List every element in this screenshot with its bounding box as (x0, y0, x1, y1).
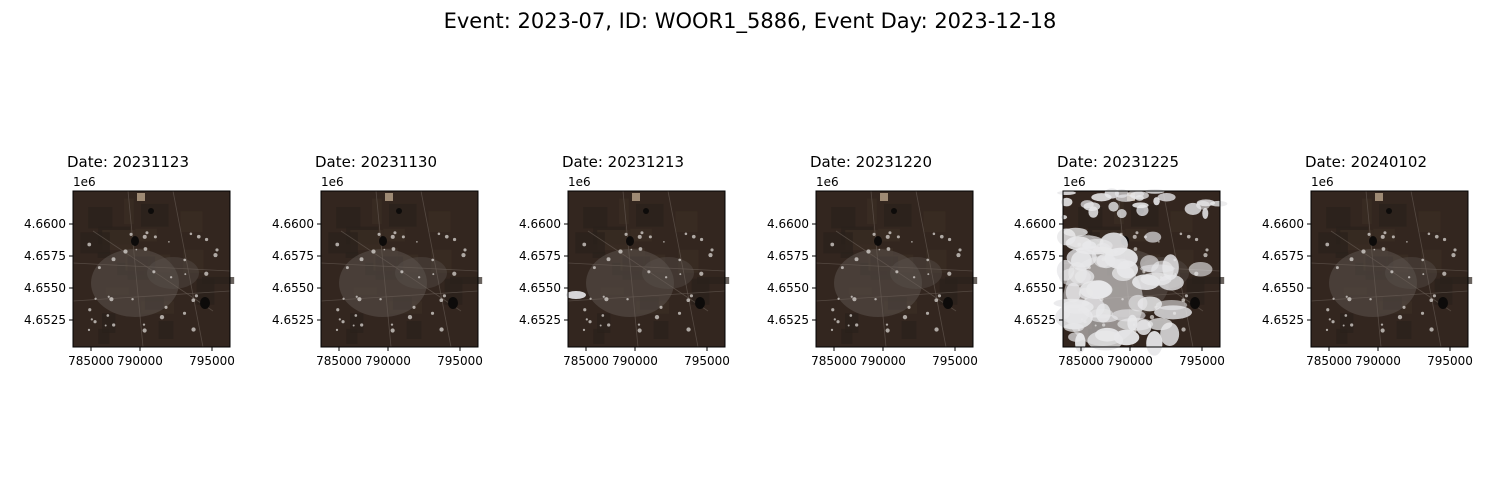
image-panel-1: Date: 20231123 1e6 4.6600 4.6575 4.6550 4.6… (8, 150, 248, 380)
axes-frame (1062, 190, 1221, 348)
image-panel-4: Date: 20231220 1e6 4.6600 4.6575 4.6550 4.6… (751, 150, 991, 380)
figure-title: Event: 2023-07, ID: WOOR1_5886, Event Da… (443, 9, 1057, 33)
axes: 4.6600 4.6575 4.6550 4.6525 785000 790000 7950… (1014, 188, 1228, 368)
x-tick-label: 785000 (1058, 354, 1104, 368)
x-tick-label: 795000 (189, 354, 235, 368)
satellite-image (815, 190, 978, 348)
axes: 4.6600 4.6575 4.6550 4.6525 785000 790000 7950… (519, 190, 730, 368)
x-tick-label: 790000 (117, 354, 163, 368)
y-tick-label: 4.6600 (24, 217, 66, 231)
y-tick-label: 4.6525 (272, 313, 314, 327)
y-tick-label: 4.6525 (767, 313, 809, 327)
y-tick-label: 4.6525 (1014, 313, 1056, 327)
x-tick-label: 790000 (612, 354, 658, 368)
image-panel-2: Date: 20231130 1e6 4.6600 4.6575 4.6550 4.6… (256, 150, 496, 380)
axes: 4.6600 4.6575 4.6550 4.6525 785000 790000 7950… (1262, 190, 1473, 368)
y-tick-label: 4.6525 (519, 313, 561, 327)
y-tick-label: 4.6600 (767, 217, 809, 231)
panel-title: Date: 20231123 (66, 153, 190, 171)
axes: 4.6600 4.6575 4.6550 4.6525 785000 790000 7950… (24, 190, 235, 368)
y-tick-label: 4.6600 (1262, 217, 1304, 231)
image-panel-6: Date: 20240102 1e6 4.6600 4.6575 4.6550 4.6… (1246, 150, 1486, 380)
image-panel-3: Date: 20231213 1e6 4.6600 4.6575 4.6550 4.6… (503, 150, 743, 380)
panel-title: Date: 20231213 (561, 153, 685, 171)
y-tick-label: 4.6550 (1014, 281, 1056, 295)
y-tick-label: 4.6525 (24, 313, 66, 327)
x-tick-label: 785000 (563, 354, 609, 368)
panel-title: Date: 20240102 (1304, 153, 1428, 171)
y-tick-label: 4.6575 (519, 249, 561, 263)
x-tick-label: 790000 (1107, 354, 1153, 368)
axes-frame (1310, 190, 1469, 348)
axes-frame (567, 190, 726, 348)
x-tick-label: 790000 (1355, 354, 1401, 368)
x-tick-label: 795000 (1179, 354, 1225, 368)
axes-frame (72, 190, 231, 348)
axes-frame (815, 190, 974, 348)
x-tick-label: 795000 (932, 354, 978, 368)
x-tick-label: 790000 (860, 354, 906, 368)
y-tick-label: 4.6575 (272, 249, 314, 263)
x-tick-label: 790000 (365, 354, 411, 368)
x-tick-label: 795000 (1427, 354, 1473, 368)
y-offset-label: 1e6 (1311, 175, 1334, 189)
y-tick-label: 4.6550 (272, 281, 314, 295)
axes: 4.6600 4.6575 4.6550 4.6525 785000 790000 7950… (272, 190, 483, 368)
y-offset-label: 1e6 (568, 175, 591, 189)
y-offset-label: 1e6 (73, 175, 96, 189)
y-tick-label: 4.6575 (24, 249, 66, 263)
y-offset-label: 1e6 (816, 175, 839, 189)
image-panel-5: Date: 20231225 1e6 4.6600 4.6575 4.6550 4.6… (998, 150, 1238, 380)
y-tick-label: 4.6550 (1262, 281, 1304, 295)
x-tick-label: 795000 (437, 354, 483, 368)
panel-title: Date: 20231130 (314, 153, 438, 171)
y-offset-label: 1e6 (1063, 175, 1086, 189)
y-tick-label: 4.6575 (767, 249, 809, 263)
x-tick-label: 795000 (684, 354, 730, 368)
y-tick-label: 4.6575 (1014, 249, 1056, 263)
y-tick-label: 4.6550 (767, 281, 809, 295)
y-offset-label: 1e6 (321, 175, 344, 189)
x-tick-label: 785000 (1306, 354, 1352, 368)
y-tick-label: 4.6600 (272, 217, 314, 231)
x-tick-label: 785000 (68, 354, 114, 368)
y-tick-label: 4.6600 (519, 217, 561, 231)
axes-frame (320, 190, 479, 348)
x-tick-label: 785000 (811, 354, 857, 368)
y-tick-label: 4.6550 (519, 281, 561, 295)
axes: 4.6600 4.6575 4.6550 4.6525 785000 790000 7950… (767, 190, 978, 368)
satellite-image (320, 190, 483, 348)
panel-title: Date: 20231220 (809, 153, 933, 171)
y-tick-label: 4.6575 (1262, 249, 1304, 263)
satellite-image (566, 190, 730, 348)
panel-title: Date: 20231225 (1056, 153, 1180, 171)
y-tick-label: 4.6600 (1014, 217, 1056, 231)
satellite-image (72, 190, 235, 348)
y-tick-label: 4.6550 (24, 281, 66, 295)
satellite-image (1053, 188, 1228, 356)
satellite-image (1310, 190, 1473, 348)
y-tick-label: 4.6525 (1262, 313, 1304, 327)
x-tick-label: 785000 (316, 354, 362, 368)
